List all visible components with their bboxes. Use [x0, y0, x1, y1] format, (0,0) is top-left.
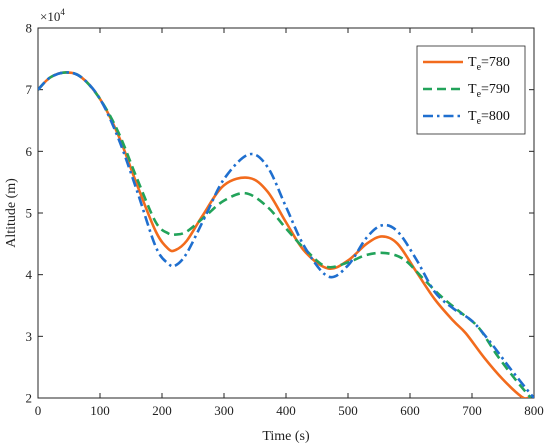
- tick-labels: 0 100 200 300 400 500 600 700 800 2 3 4 5 6 7 8: [26, 21, 544, 419]
- legend-label-sub: e: [477, 89, 482, 100]
- series-line-2: [38, 71, 532, 398]
- y-tick-label: 4: [26, 267, 33, 282]
- legend-label-rest: =800: [481, 109, 510, 124]
- legend-label-sub: e: [477, 116, 482, 127]
- x-tick-label: 400: [276, 403, 296, 418]
- legend-label-rest: =790: [481, 82, 510, 97]
- y-axis-exponent: ×104: [40, 7, 65, 24]
- x-tick-label: 0: [35, 403, 42, 418]
- y-tick-label: 2: [26, 391, 33, 406]
- legend-label-3: Te=800: [468, 109, 510, 127]
- x-tick-label: 600: [400, 403, 420, 418]
- legend-box: [416, 45, 526, 135]
- y-tick-label: 5: [26, 206, 33, 221]
- legend-label-2: Te=790: [468, 82, 510, 100]
- axis-ticks: [37, 27, 535, 399]
- series-line-3: [38, 71, 534, 398]
- x-tick-label: 500: [338, 403, 358, 418]
- legend-label-rest: =780: [481, 55, 510, 70]
- y-tick-label: 6: [26, 144, 33, 159]
- y-axis-label: Altitude (m): [4, 178, 19, 248]
- x-tick-label: 100: [90, 403, 110, 418]
- x-tick-label: 200: [152, 403, 172, 418]
- x-tick-label: 800: [524, 403, 544, 418]
- legend-label-sub: e: [477, 62, 482, 73]
- legend-label-main: T: [468, 55, 477, 70]
- y-tick-label: 8: [26, 21, 33, 36]
- series-lines: [38, 71, 534, 398]
- x-axis-label: Time (s): [262, 429, 310, 444]
- legend-label-main: T: [468, 82, 477, 97]
- x-tick-label: 300: [214, 403, 234, 418]
- legend-label-main: T: [468, 109, 477, 124]
- x-tick-label: 700: [462, 403, 482, 418]
- y-tick-label: 7: [26, 82, 33, 97]
- legend-label-1: Te=780: [468, 55, 510, 73]
- y-tick-label: 3: [26, 329, 33, 344]
